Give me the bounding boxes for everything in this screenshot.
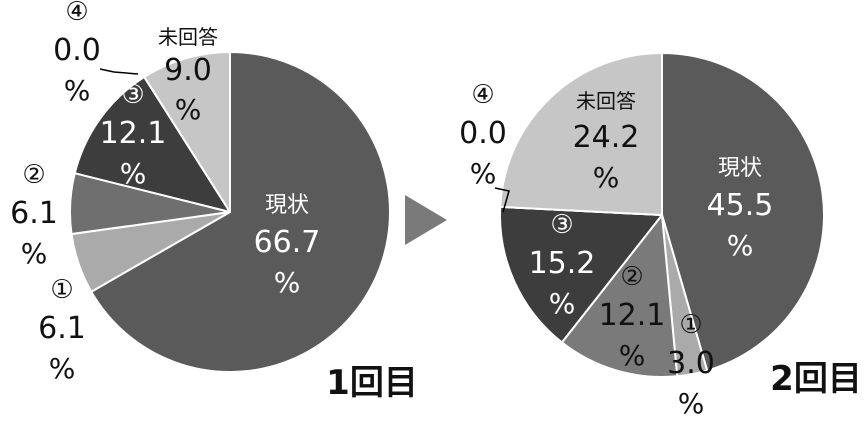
pie-2-label-2-name: ②	[620, 262, 643, 292]
pie-2-label-3-value: 15.2	[529, 246, 596, 281]
pie-1-label-1-unit: %	[49, 352, 76, 385]
pie-1-label-5-value: 9.0	[164, 53, 212, 88]
pie-2-label-1-value: 3.0	[667, 346, 715, 381]
pie-1-label-0-unit: %	[274, 266, 301, 299]
pie-2-label-2-unit: %	[619, 339, 646, 372]
pie-1-label-3-value: 12.1	[100, 116, 167, 151]
pie-1-label-2-unit: %	[21, 237, 48, 270]
pie-2-label-5-name: 未回答	[576, 89, 636, 113]
pie-2-label-2-value: 12.1	[599, 298, 666, 333]
pie-1-label-5-name: 未回答	[158, 25, 218, 49]
transition-arrow	[405, 195, 447, 245]
pie-2-label-1-name: ①	[679, 310, 702, 340]
pie-2-label-5-unit: %	[593, 161, 620, 194]
pie-1-label-2-value: 6.1	[10, 196, 58, 231]
pie-2-caption: 2回目	[770, 359, 862, 399]
pie-2-label-0-name: 現状	[718, 156, 762, 181]
pie-1-leader-line	[99, 68, 139, 75]
pie-2-label-4-name: ④	[471, 80, 494, 110]
pie-1-label-5-unit: %	[175, 93, 202, 126]
pie-2-slice-5	[499, 52, 663, 216]
pie-2-label-4-unit: %	[470, 157, 497, 190]
pie-2-label-3-unit: %	[549, 287, 576, 320]
pie-1-label-3-name: ③	[121, 80, 144, 110]
pie-1-slice-3	[73, 75, 231, 213]
pie-1-caption: 1回目	[326, 363, 418, 403]
pie-2-leader-line	[494, 187, 510, 213]
pie-1-label-4-unit: %	[64, 74, 91, 107]
pie-2-label-5-value: 24.2	[573, 120, 640, 155]
pie-2-label-4-value: 0.0	[459, 116, 507, 151]
pie-1-label-0-value: 66.7	[254, 225, 321, 260]
pie-2-label-1-unit: %	[678, 387, 705, 420]
pie-1-label-1-value: 6.1	[38, 311, 86, 346]
pie-2-slice-2	[560, 214, 679, 378]
pie-2-label-3-name: ③	[550, 210, 573, 240]
pie-1-label-4-value: 0.0	[53, 33, 101, 68]
pie-2-slice-3	[499, 205, 663, 344]
pie-1-label-3-unit: %	[120, 157, 147, 190]
pie-1-label-0-name: 現状	[265, 193, 309, 218]
pie-2-label-0-value: 45.5	[707, 188, 774, 223]
pie-1-label-2-name: ②	[22, 160, 45, 190]
pie-1-label-1-name: ①	[50, 275, 73, 305]
pie-1-label-4-name: ④	[65, 0, 88, 27]
pie-2-slice-0	[661, 52, 825, 372]
pie-1-slice-5	[143, 51, 231, 213]
pie-2-label-0-unit: %	[727, 229, 754, 262]
pie-1-slice-0	[90, 51, 391, 373]
